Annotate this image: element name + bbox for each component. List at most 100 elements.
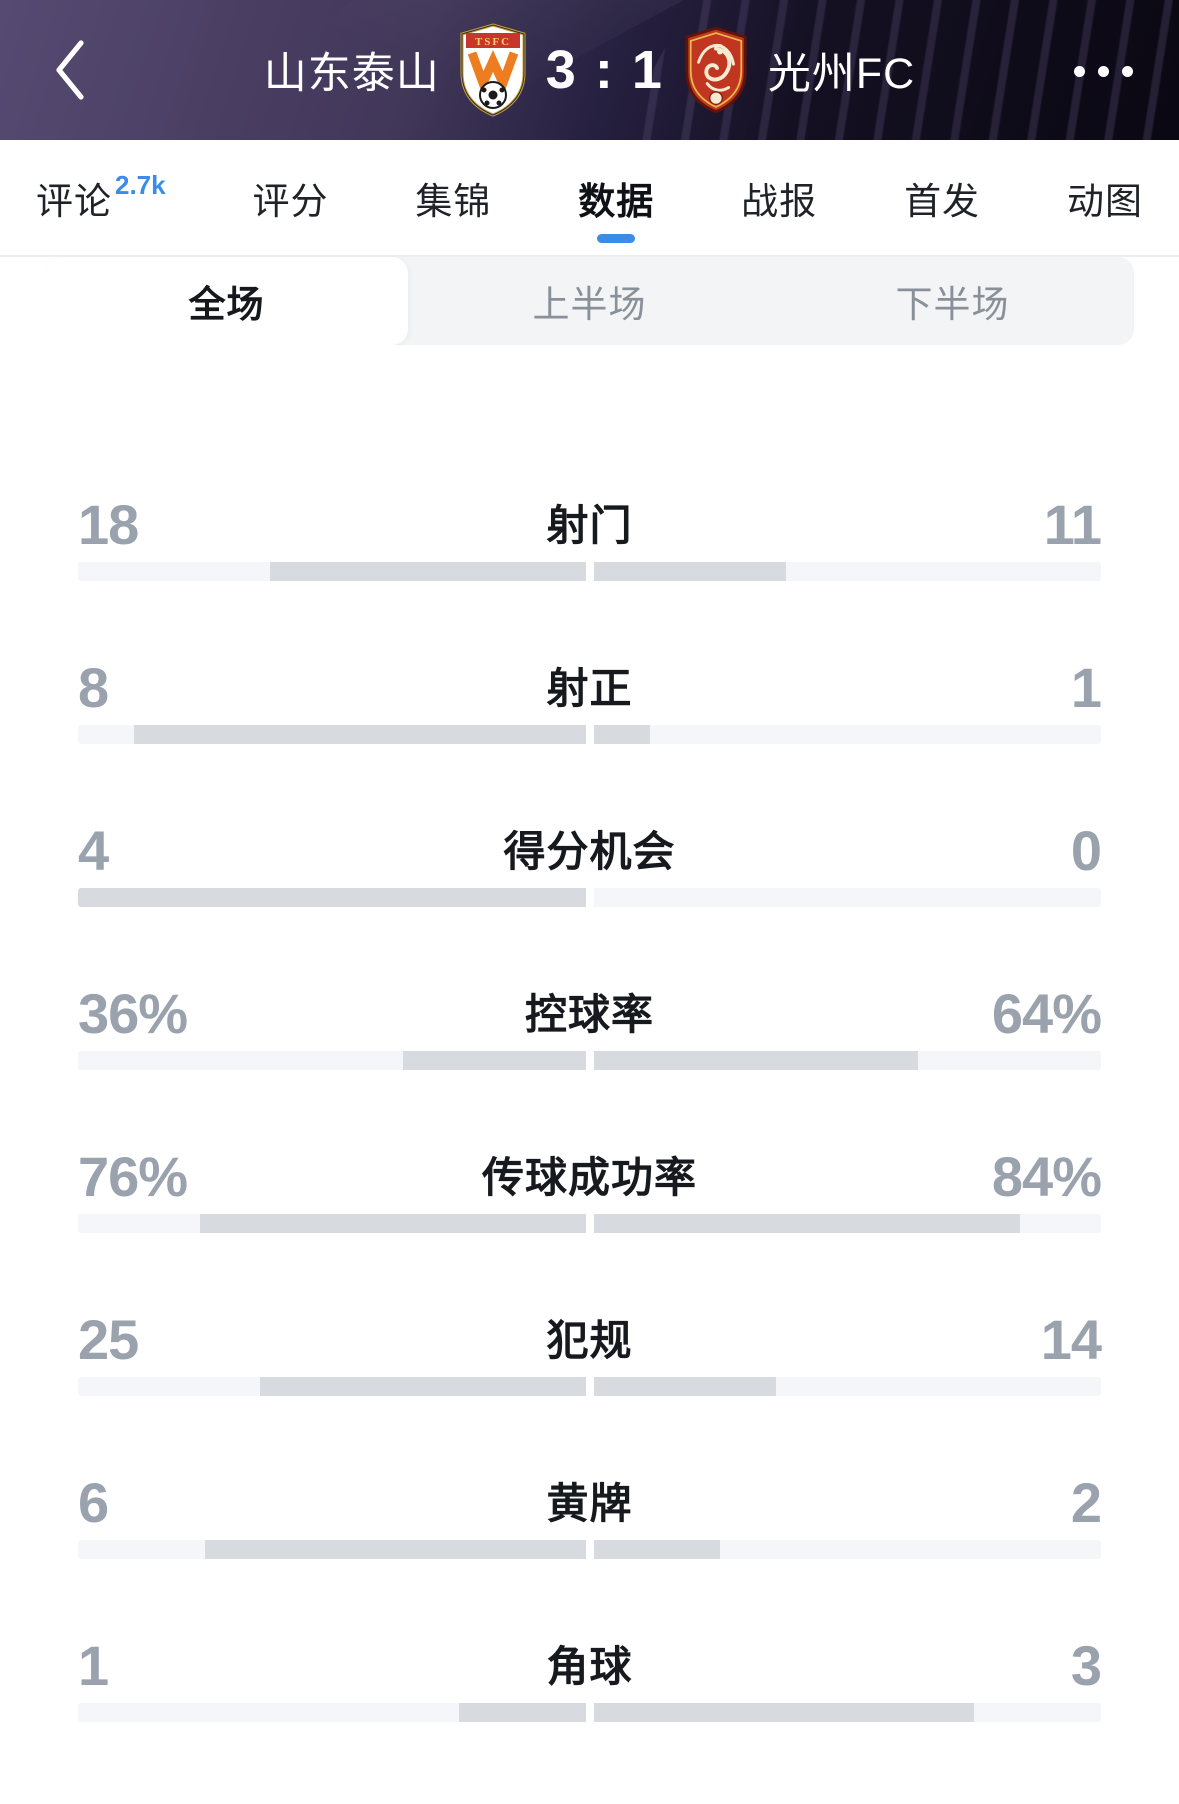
stat-comparison-bar	[78, 888, 1101, 907]
away-bar-track	[593, 1051, 1101, 1070]
away-bar-track	[593, 1540, 1101, 1559]
stat-label: 黄牌	[546, 1480, 633, 1527]
stat-comparison-bar	[78, 1540, 1101, 1559]
home-bar-track	[78, 562, 586, 581]
tab-highlights[interactable]: 集锦	[415, 140, 491, 255]
stat-label: 传球成功率	[481, 1154, 697, 1201]
tab-label: 动图	[1066, 180, 1143, 222]
match-score: 3 : 1	[545, 40, 664, 100]
away-bar-fill	[593, 562, 786, 581]
home-bar-fill	[458, 1703, 586, 1722]
away-bar-track	[593, 1703, 1101, 1722]
home-stat-value: 1	[78, 1634, 109, 1697]
away-stat-value: 14	[1040, 1308, 1102, 1371]
stat-row-big-chances: 4 得分机会 0	[78, 819, 1102, 989]
home-stat-value: 4	[78, 819, 109, 882]
tab-gifs[interactable]: 动图	[1067, 140, 1143, 255]
stat-label: 射门	[546, 502, 633, 549]
tab-bar: 评论 2.7k 评分 集锦 数据 战报 首发 动图	[0, 140, 1179, 257]
tab-label: 集锦	[415, 180, 492, 222]
stat-row-pass-accuracy: 76% 传球成功率 84%	[78, 1145, 1102, 1315]
period-segmented-control: 全场 上半场 下半场	[45, 257, 1134, 345]
home-bar-fill	[270, 562, 586, 581]
tab-label: 首发	[904, 180, 981, 222]
stat-label: 角球	[546, 1643, 633, 1690]
segment-label: 下半场	[895, 284, 1010, 325]
away-stat-value: 11	[1043, 493, 1102, 556]
home-bar-fill	[402, 1051, 586, 1070]
tab-comments[interactable]: 评论 2.7k	[36, 140, 166, 255]
tab-ratings[interactable]: 评分	[253, 140, 329, 255]
away-stat-value: 1	[1070, 656, 1102, 719]
stat-label: 控球率	[524, 991, 654, 1038]
home-bar-track	[78, 1377, 586, 1396]
away-bar-track	[593, 725, 1101, 744]
tab-lineup[interactable]: 首发	[904, 140, 980, 255]
stat-row-shots-on-target: 8 射正 1	[78, 656, 1102, 826]
home-bar-track	[78, 1214, 586, 1233]
stat-label: 得分机会	[503, 828, 676, 875]
match-scoreline: 山东泰山 TSFC 3 : 1 光州FC	[0, 0, 1179, 140]
home-bar-track	[78, 1051, 586, 1070]
stat-head: 76% 传球成功率 84%	[78, 1145, 1102, 1208]
home-bar-fill	[78, 888, 586, 907]
ellipsis-dot	[1122, 65, 1133, 77]
home-bar-fill	[134, 725, 586, 744]
home-bar-fill	[204, 1540, 586, 1559]
stat-comparison-bar	[78, 1377, 1101, 1396]
away-stat-value: 84%	[991, 1145, 1102, 1208]
back-button[interactable]	[40, 36, 100, 104]
stat-comparison-bar	[78, 1703, 1101, 1722]
home-bar-track	[78, 888, 586, 907]
segment-label: 全场	[188, 284, 265, 325]
segment-full-match[interactable]: 全场	[45, 257, 408, 345]
stat-head: 4 得分机会 0	[78, 819, 1102, 882]
away-stat-value: 64%	[991, 982, 1102, 1045]
segment-first-half[interactable]: 上半场	[408, 257, 771, 345]
back-chevron-icon	[56, 40, 84, 100]
stat-head: 25 犯规 14	[78, 1308, 1102, 1371]
tab-stats[interactable]: 数据	[578, 140, 654, 255]
home-bar-fill	[260, 1377, 586, 1396]
tab-label: 战报	[741, 180, 818, 222]
stat-row-fouls: 25 犯规 14	[78, 1308, 1102, 1478]
away-stat-value: 3	[1070, 1634, 1102, 1697]
tab-label: 评论	[36, 180, 112, 222]
away-stat-value: 0	[1070, 819, 1102, 882]
stat-row-yellow-cards: 6 黄牌 2	[78, 1471, 1102, 1641]
more-options-button[interactable]	[1074, 56, 1133, 86]
segment-label: 上半场	[532, 284, 647, 325]
away-team-badge	[685, 26, 747, 114]
tab-count-badge: 2.7k	[115, 170, 166, 200]
home-stat-value: 25	[78, 1308, 139, 1371]
stat-row-possession: 36% 控球率 64%	[78, 982, 1102, 1152]
stat-head: 6 黄牌 2	[78, 1471, 1102, 1534]
away-bar-fill	[593, 1377, 776, 1396]
ellipsis-dot	[1098, 65, 1109, 77]
home-team-name: 山东泰山	[263, 50, 440, 98]
stat-comparison-bar	[78, 1051, 1101, 1070]
tab-label: 数据	[578, 180, 655, 222]
tab-report[interactable]: 战报	[741, 140, 817, 255]
home-stat-value: 76%	[78, 1145, 188, 1208]
stat-comparison-bar	[78, 562, 1101, 581]
away-bar-track	[593, 1214, 1101, 1233]
away-stat-value: 2	[1070, 1471, 1102, 1534]
away-bar-fill	[593, 1703, 975, 1722]
stat-head: 18 射门 11	[78, 493, 1102, 556]
away-bar-fill	[593, 1051, 919, 1070]
home-stat-value: 8	[78, 656, 109, 719]
home-bar-fill	[199, 1214, 586, 1233]
tab-label: 评分	[252, 180, 329, 222]
away-bar-track	[593, 1377, 1101, 1396]
stat-row-shots: 18 射门 11	[78, 493, 1102, 663]
home-bar-track	[78, 1540, 586, 1559]
home-bar-track	[78, 725, 586, 744]
stat-head: 36% 控球率 64%	[78, 982, 1102, 1045]
home-stat-value: 6	[78, 1471, 109, 1534]
away-team-name: 光州FC	[767, 50, 916, 98]
match-header: 山东泰山 TSFC 3 : 1 光州FC	[0, 0, 1179, 140]
stat-label: 犯规	[546, 1317, 633, 1364]
segment-second-half[interactable]: 下半场	[771, 257, 1134, 345]
home-team-badge: TSFC	[460, 23, 526, 117]
